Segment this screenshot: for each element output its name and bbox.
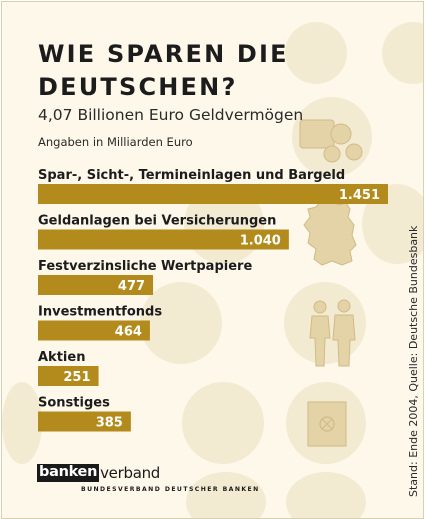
people-couple-icon (309, 299, 356, 367)
safe-icon (307, 401, 347, 447)
bar (38, 366, 99, 386)
page-title: WIE SPAREN DIE DEUTSCHEN? (38, 40, 289, 101)
bar (38, 275, 154, 295)
germany-map-icon (303, 196, 357, 266)
bar-value-label: 1.040 (240, 234, 281, 249)
logo-boxed-text: banken (37, 464, 100, 482)
bar-value-label: 385 (96, 416, 123, 431)
background-circle (140, 282, 222, 364)
bar (38, 229, 289, 250)
subtitle: 4,07 Billionen Euro Geldvermögen (38, 106, 304, 124)
bar-value-label: 1.451 (339, 188, 380, 203)
category-label: Festverzinsliche Wertpapiere (38, 259, 252, 274)
bar-value-label: 251 (63, 370, 90, 385)
bankenverband-logo: banken verband BUNDESVERBAND DEUTSCHER B… (37, 463, 260, 493)
category-label: Geldanlagen bei Versicherungen (38, 214, 276, 229)
background-circle (186, 472, 266, 518)
background-circle (285, 22, 347, 84)
background-circle (286, 472, 366, 518)
logo-wordmark: banken verband (37, 463, 260, 482)
unit-note: Angaben in Milliarden Euro (38, 135, 193, 149)
source-note: Stand: Ende 2004, Quelle: Deutsche Bunde… (407, 225, 420, 497)
category-label: Spar-, Sicht-, Termineinlagen und Bargel… (38, 168, 345, 183)
bar-value-label: 477 (118, 279, 145, 294)
logo-tagline: BUNDESVERBAND DEUTSCHER BANKEN (81, 486, 260, 493)
bar (38, 411, 131, 432)
logo-rest-text: verband (100, 464, 161, 482)
bar (38, 320, 150, 341)
category-label: Aktien (38, 350, 85, 365)
category-label: Investmentfonds (38, 305, 162, 320)
background-circle (182, 382, 264, 464)
bar-value-label: 464 (115, 325, 142, 340)
background-circle (2, 382, 42, 464)
coin-stack-icon (299, 119, 363, 163)
category-label: Sonstiges (38, 396, 110, 411)
bar (38, 184, 388, 204)
